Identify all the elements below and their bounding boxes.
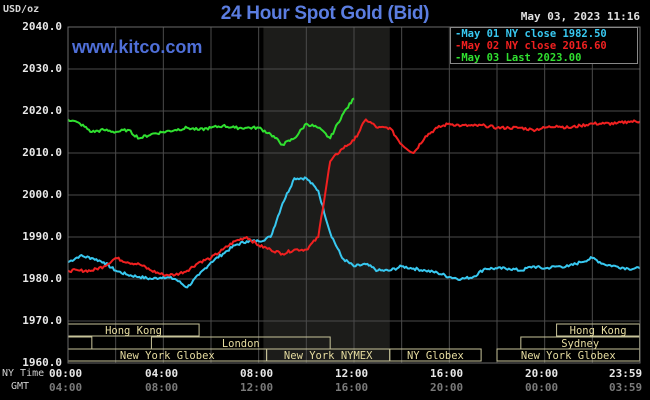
watermark-link[interactable]: www.kitco.com bbox=[72, 37, 203, 57]
legend-item-may03: -May 03 Last 2023.00 bbox=[455, 52, 582, 64]
x-tick-gmt: 16:00 bbox=[335, 381, 369, 394]
x-tick-ny: 00:00 bbox=[49, 367, 83, 380]
y-tick: 1980.0 bbox=[22, 272, 62, 285]
session-label: Hong Kong bbox=[105, 325, 162, 337]
y-tick: 2040.0 bbox=[22, 20, 62, 33]
session-box bbox=[67, 336, 93, 350]
y-tick: 1960.0 bbox=[22, 356, 62, 369]
x-tick-ny: 20:00 bbox=[525, 367, 559, 380]
session-label: Sydney bbox=[561, 338, 599, 350]
x-tick-ny: 12:00 bbox=[335, 367, 369, 380]
y-tick: 2010.0 bbox=[22, 146, 62, 159]
x-tick-gmt: 20:00 bbox=[430, 381, 464, 394]
session-label: New York Globex bbox=[521, 350, 616, 362]
price-lines bbox=[67, 97, 641, 289]
y-tick: 2020.0 bbox=[22, 104, 62, 117]
y-tick: 2000.0 bbox=[22, 188, 62, 201]
x-tick-ny: 08:00 bbox=[240, 367, 274, 380]
chart-title: 24 Hour Spot Gold (Bid) bbox=[220, 3, 430, 24]
session-label: New York Globex bbox=[120, 350, 215, 362]
x-tick-gmt: 12:00 bbox=[240, 381, 274, 394]
y-tick: 1990.0 bbox=[22, 230, 62, 243]
trading-sessions: Hong Kong London New York Globex New York N… bbox=[67, 323, 641, 362]
y-tick: 1970.0 bbox=[22, 314, 62, 327]
timestamp: May 03, 2023 11:16 bbox=[520, 10, 640, 23]
legend-item-may02: -May 02 NY close 2016.60 bbox=[455, 40, 607, 52]
x-tick-gmt: 03:59 bbox=[609, 381, 643, 394]
x-tick-gmt: 08:00 bbox=[145, 381, 179, 394]
session-label: New York NYMEX bbox=[284, 350, 373, 362]
y-tick: 2030.0 bbox=[22, 62, 62, 75]
plot-border bbox=[67, 26, 641, 364]
x-tick-gmt: 00:00 bbox=[525, 381, 559, 394]
session-box bbox=[389, 348, 482, 362]
session-label: NY Globex bbox=[407, 350, 464, 362]
x-axis-ny-time-label: NY Time bbox=[2, 368, 45, 379]
x-tick-ny: 23:59 bbox=[609, 367, 643, 380]
series-line-1 bbox=[67, 176, 641, 289]
series-line-3 bbox=[67, 97, 355, 146]
x-tick-ny: 04:00 bbox=[145, 367, 179, 380]
x-tick-gmt: 04:00 bbox=[49, 381, 83, 394]
y-axis-unit-label: USD/oz bbox=[3, 4, 40, 15]
x-tick-ny: 16:00 bbox=[430, 367, 464, 380]
session-label: London bbox=[222, 338, 260, 350]
grid-lines bbox=[67, 26, 641, 364]
session-label: Hong Kong bbox=[570, 325, 627, 337]
x-axis-gmt-label: GMT bbox=[11, 381, 30, 392]
legend: -May 01 NY close 1982.50 -May 02 NY clos… bbox=[450, 27, 638, 64]
series-line-2 bbox=[67, 118, 641, 277]
legend-item-may01: -May 01 NY close 1982.50 bbox=[455, 28, 607, 40]
